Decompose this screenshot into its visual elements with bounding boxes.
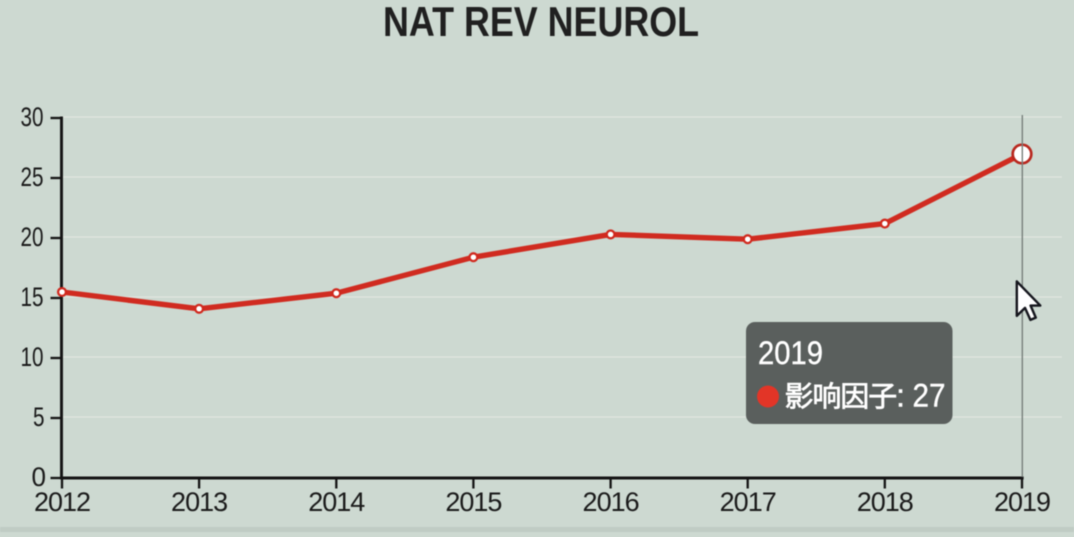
svg-text:2016: 2016: [583, 487, 639, 517]
svg-text:2012: 2012: [34, 487, 90, 517]
svg-text:10: 10: [21, 342, 44, 372]
svg-text:2019: 2019: [758, 335, 823, 371]
svg-text:20: 20: [21, 222, 44, 252]
svg-text:0: 0: [32, 462, 47, 492]
svg-text:NAT REV NEUROL: NAT REV NEUROL: [383, 0, 699, 45]
svg-text:30: 30: [21, 102, 44, 132]
svg-text:25: 25: [21, 162, 44, 192]
svg-text:2015: 2015: [445, 487, 501, 517]
svg-text:2013: 2013: [171, 487, 227, 517]
svg-text:2014: 2014: [308, 487, 365, 517]
svg-text:2017: 2017: [720, 487, 776, 517]
svg-text:15: 15: [21, 282, 44, 312]
svg-text:2019: 2019: [994, 487, 1050, 517]
svg-text:2018: 2018: [857, 487, 913, 517]
svg-text::: :: [896, 378, 905, 414]
svg-text:5: 5: [33, 402, 45, 432]
svg-text:27: 27: [913, 378, 946, 414]
